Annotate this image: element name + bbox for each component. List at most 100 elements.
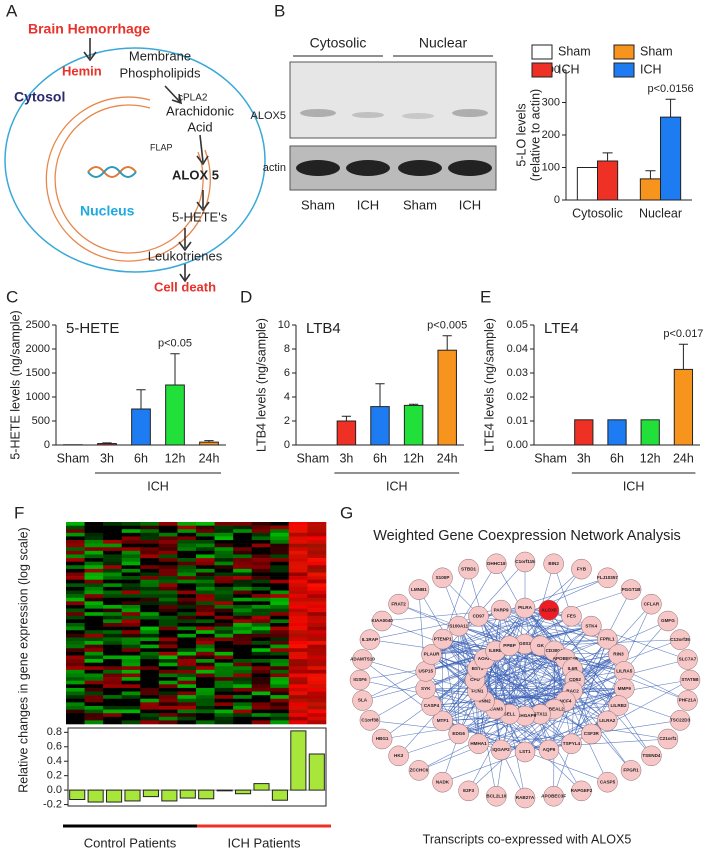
network-edge (477, 671, 625, 692)
heatmap-cell (233, 565, 253, 570)
heatmap-cell (140, 586, 160, 591)
arrows (83, 38, 210, 283)
heatmap-cell (84, 579, 104, 584)
heatmap-cell (121, 608, 141, 613)
y-axis-label: 5-HETE levels (ng/sample) (8, 310, 22, 459)
bar (179, 789, 196, 799)
heatmap-cell (214, 687, 234, 692)
heatmap-cell (196, 608, 215, 613)
heatmap-cell (307, 648, 327, 653)
heatmap-cell (196, 558, 215, 562)
network-node (669, 629, 691, 650)
heatmap-cell (270, 673, 290, 678)
node-label: SYK (421, 686, 431, 691)
heatmap-cell (196, 586, 215, 591)
heatmap-cell (140, 615, 160, 620)
heatmap-cell (270, 586, 290, 591)
heatmap-cell (251, 608, 271, 613)
heatmap-cell (84, 684, 104, 689)
node-label: FES (567, 613, 576, 618)
heatmap-cell (158, 532, 178, 537)
heatmap-cell (270, 655, 290, 660)
network-edge (442, 639, 459, 734)
heatmap-cell (270, 648, 290, 653)
heatmap-cell (66, 633, 85, 638)
node-label: PLAUR (424, 652, 441, 657)
heatmap-cell (233, 532, 253, 537)
heatmap-cell (66, 572, 85, 577)
heatmap-cell (66, 536, 85, 541)
heatmap-cell (288, 633, 308, 638)
heatmap-cell (121, 565, 141, 570)
heatmap-cell (103, 612, 123, 617)
heatmap-cell (196, 648, 215, 653)
heatmap-cell (66, 713, 85, 718)
heatmap-cell (288, 659, 308, 663)
heatmap-cell (121, 626, 141, 631)
heatmap-cell (288, 561, 308, 566)
heatmap-cell (66, 565, 85, 570)
heatmap-cell (288, 594, 308, 599)
heatmap-cell (214, 677, 234, 682)
heatmap-cell (233, 705, 253, 710)
heatmap-cell (288, 604, 308, 609)
heatmap-cell (177, 522, 197, 526)
node-label: NCF4 (559, 698, 571, 703)
heatmap-cell (251, 547, 271, 552)
heatmap-cell (214, 536, 234, 541)
node-label: ZCCHC6 (410, 768, 429, 773)
heatmap-cell (84, 687, 104, 692)
heatmap-cell (158, 691, 178, 696)
heatmap-cell (158, 626, 178, 631)
heatmap-cell (214, 709, 234, 714)
heatmap-cell (307, 673, 327, 678)
heatmap-cell (121, 669, 141, 674)
heatmap-cell (307, 666, 327, 671)
heatmap-cell (140, 594, 160, 599)
heatmap-cell (233, 687, 253, 692)
heatmap-cell (84, 619, 104, 624)
heatmap-cell (84, 651, 104, 656)
network-node (432, 771, 453, 793)
heatmap-cell (140, 648, 160, 653)
heatmap-cell (251, 612, 271, 617)
heatmap-cell (84, 641, 104, 645)
x-tick-label: 12h (165, 451, 186, 465)
bar (403, 404, 424, 446)
heatmap-cell (233, 572, 253, 577)
network-edge (500, 609, 555, 710)
node-label: STAT5B (681, 677, 699, 682)
label: Brain Hemorrhage (28, 21, 150, 37)
heatmap-cell (196, 550, 215, 555)
heatmap-cell (251, 572, 271, 577)
y-tick-label: 0.05 (507, 319, 528, 331)
heatmap-cell (177, 594, 197, 599)
heatmap-cell (233, 709, 253, 714)
heatmap-cell (251, 637, 271, 642)
x-tick-label: 12h (640, 451, 661, 465)
heatmap-cell (233, 698, 253, 703)
heatmap-cell (214, 680, 234, 685)
heatmap-cell (288, 637, 308, 642)
heatmap-cell (196, 579, 215, 584)
y-tick-label: 0.03 (507, 367, 528, 379)
heatmap-cell (140, 532, 160, 537)
heatmap-cell (251, 698, 271, 703)
heatmap-cell (307, 641, 327, 645)
heatmap-cell (158, 662, 178, 667)
heatmap-cell (140, 669, 160, 674)
heatmap-cell (121, 684, 141, 689)
heatmap-cell (140, 680, 160, 685)
node-label: TSEND4 (642, 753, 661, 758)
heatmap-cell (214, 659, 234, 663)
network-title: Weighted Gene Coexpression Network Analy… (373, 528, 681, 544)
group-label: Control Patients (84, 835, 177, 850)
heatmap-cell (158, 597, 178, 602)
bar (336, 420, 357, 446)
node-label: SLC7A7 (679, 657, 697, 662)
y-tick-label: 500 (32, 415, 50, 427)
network-edge (501, 609, 572, 617)
heatmap-cell (177, 554, 197, 559)
heatmap-cell (103, 604, 123, 609)
heatmap-cell (288, 612, 308, 617)
